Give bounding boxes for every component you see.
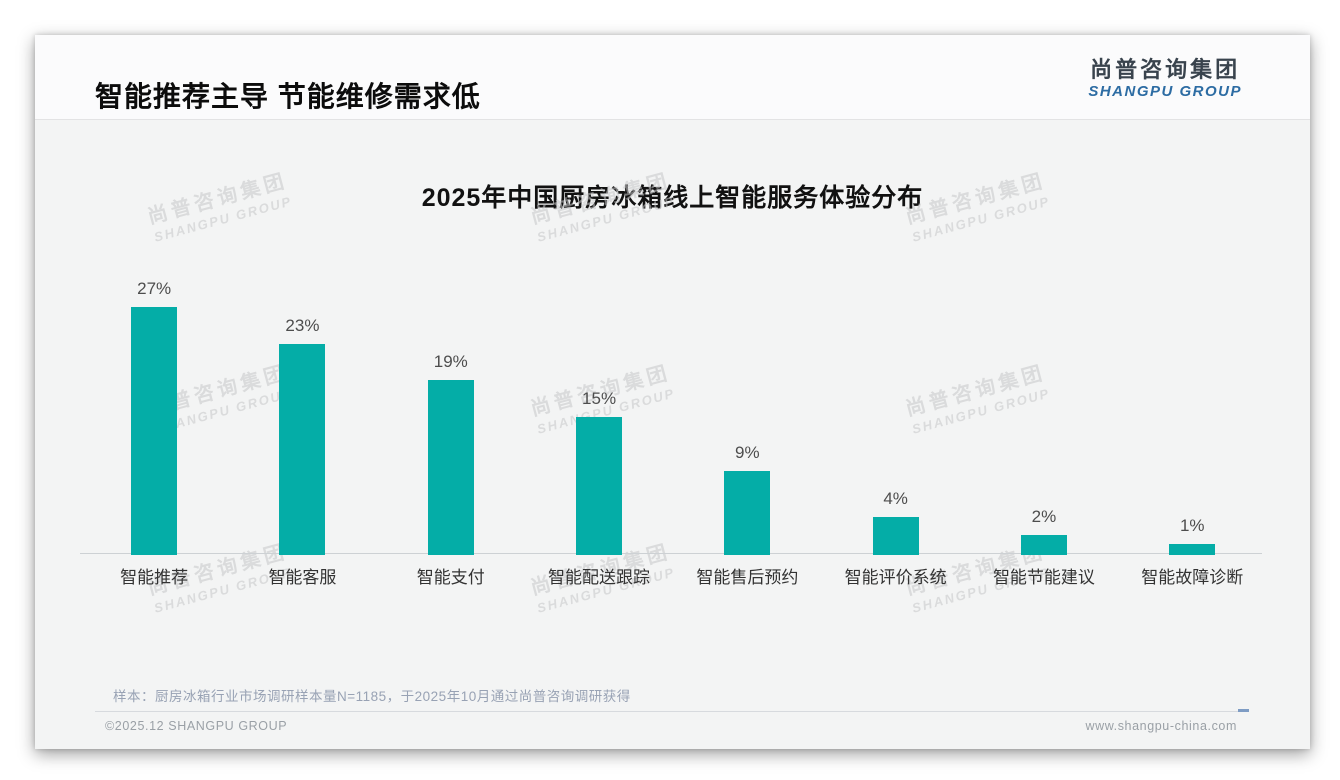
bar-value-label: 15% — [582, 388, 617, 408]
sample-note: 样本：厨房冰箱行业市场调研样本量N=1185，于2025年10月通过尚普咨询调研… — [113, 689, 631, 704]
bar — [427, 380, 474, 555]
bar — [576, 416, 623, 555]
footer-divider-accent — [1238, 709, 1249, 712]
page-title: 智能推荐主导 节能维修需求低 — [95, 81, 481, 112]
logo-english-text: SHANGPU GROUP — [1088, 83, 1242, 101]
bar-category-label: 智能支付 — [416, 568, 485, 587]
x-axis-line — [80, 553, 1262, 554]
bar-value-label: 27% — [137, 279, 172, 299]
bar — [872, 516, 919, 555]
bar-value-label: 23% — [285, 315, 320, 335]
copyright-text: ©2025.12 SHANGPU GROUP — [105, 719, 288, 733]
footer-divider — [95, 711, 1248, 712]
website-url: www.shangpu-china.com — [1085, 719, 1237, 733]
bar-value-label: 19% — [433, 352, 468, 372]
bar-value-label: 9% — [735, 443, 760, 463]
logo-chinese-text: 尚普咨询集团 — [1090, 57, 1241, 82]
report-slide: 尚普咨询集团 SHANGPU GROUP 尚普咨询集团 SHANGPU GROUP 尚普… — [35, 35, 1310, 749]
bar — [279, 343, 326, 555]
bar-chart: 27% 智能推荐 23% 智能客服 19% 智能支付 15% 智能配送跟踪 9% 智能售后预约 4%… — [35, 35, 1310, 749]
bar-category-label: 智能节能建议 — [992, 568, 1095, 587]
bar-category-label: 智能故障诊断 — [1141, 568, 1244, 587]
bar-category-label: 智能客服 — [268, 568, 337, 587]
bar — [131, 307, 178, 555]
bar — [1020, 534, 1067, 555]
bar-category-label: 智能售后预约 — [696, 568, 799, 587]
bar-category-label: 智能推荐 — [120, 568, 189, 587]
header-band: 智能推荐主导 节能维修需求低 尚普咨询集团 SHANGPU GROUP — [35, 35, 1310, 120]
company-logo: 尚普咨询集团 SHANGPU GROUP — [1088, 57, 1242, 101]
bar — [724, 471, 771, 555]
bar-value-label: 1% — [1179, 515, 1205, 535]
bar-value-label: 4% — [883, 488, 908, 508]
chart-title: 2025年中国厨房冰箱线上智能服务体验分布 — [421, 184, 924, 212]
bar — [1169, 543, 1216, 555]
bar-value-label: 2% — [1031, 506, 1057, 526]
bar-category-label: 智能配送跟踪 — [548, 568, 651, 587]
bar-category-label: 智能评价系统 — [844, 568, 947, 587]
